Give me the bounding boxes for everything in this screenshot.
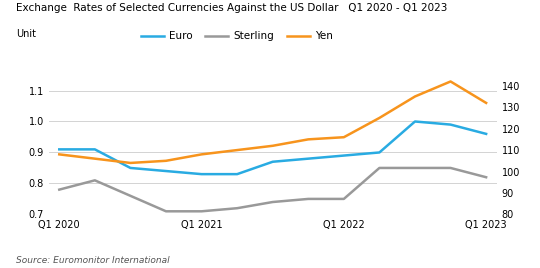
Euro <box>127 166 134 170</box>
Yen <box>198 153 205 156</box>
Sterling <box>447 166 454 170</box>
Sterling <box>163 210 169 213</box>
Line: Yen: Yen <box>59 81 486 163</box>
Euro <box>447 123 454 126</box>
Euro <box>483 132 489 136</box>
Line: Sterling: Sterling <box>59 168 486 211</box>
Sterling <box>305 197 312 200</box>
Line: Euro: Euro <box>59 121 486 174</box>
Sterling <box>92 179 98 182</box>
Sterling <box>376 166 383 170</box>
Yen <box>483 101 489 105</box>
Euro <box>376 151 383 154</box>
Yen <box>341 136 347 139</box>
Yen <box>269 144 276 147</box>
Legend: Euro, Sterling, Yen: Euro, Sterling, Yen <box>137 27 337 46</box>
Sterling <box>341 197 347 200</box>
Yen <box>92 157 98 160</box>
Sterling <box>127 194 134 198</box>
Yen <box>411 95 418 98</box>
Yen <box>376 116 383 120</box>
Sterling <box>234 207 240 210</box>
Sterling <box>411 166 418 170</box>
Yen <box>447 80 454 83</box>
Yen <box>127 161 134 165</box>
Euro <box>163 169 169 173</box>
Euro <box>234 173 240 176</box>
Euro <box>269 160 276 163</box>
Euro <box>92 148 98 151</box>
Euro <box>305 157 312 160</box>
Yen <box>56 153 63 156</box>
Text: Exchange  Rates of Selected Currencies Against the US Dollar   Q1 2020 - Q1 2023: Exchange Rates of Selected Currencies Ag… <box>16 3 448 13</box>
Sterling <box>56 188 63 191</box>
Euro <box>56 148 63 151</box>
Text: Source: Euromonitor International: Source: Euromonitor International <box>16 256 170 265</box>
Text: Unit: Unit <box>16 29 36 39</box>
Euro <box>341 154 347 157</box>
Yen <box>234 148 240 152</box>
Yen <box>305 138 312 141</box>
Yen <box>163 159 169 162</box>
Sterling <box>483 176 489 179</box>
Sterling <box>198 210 205 213</box>
Euro <box>411 120 418 123</box>
Sterling <box>269 200 276 204</box>
Euro <box>198 173 205 176</box>
